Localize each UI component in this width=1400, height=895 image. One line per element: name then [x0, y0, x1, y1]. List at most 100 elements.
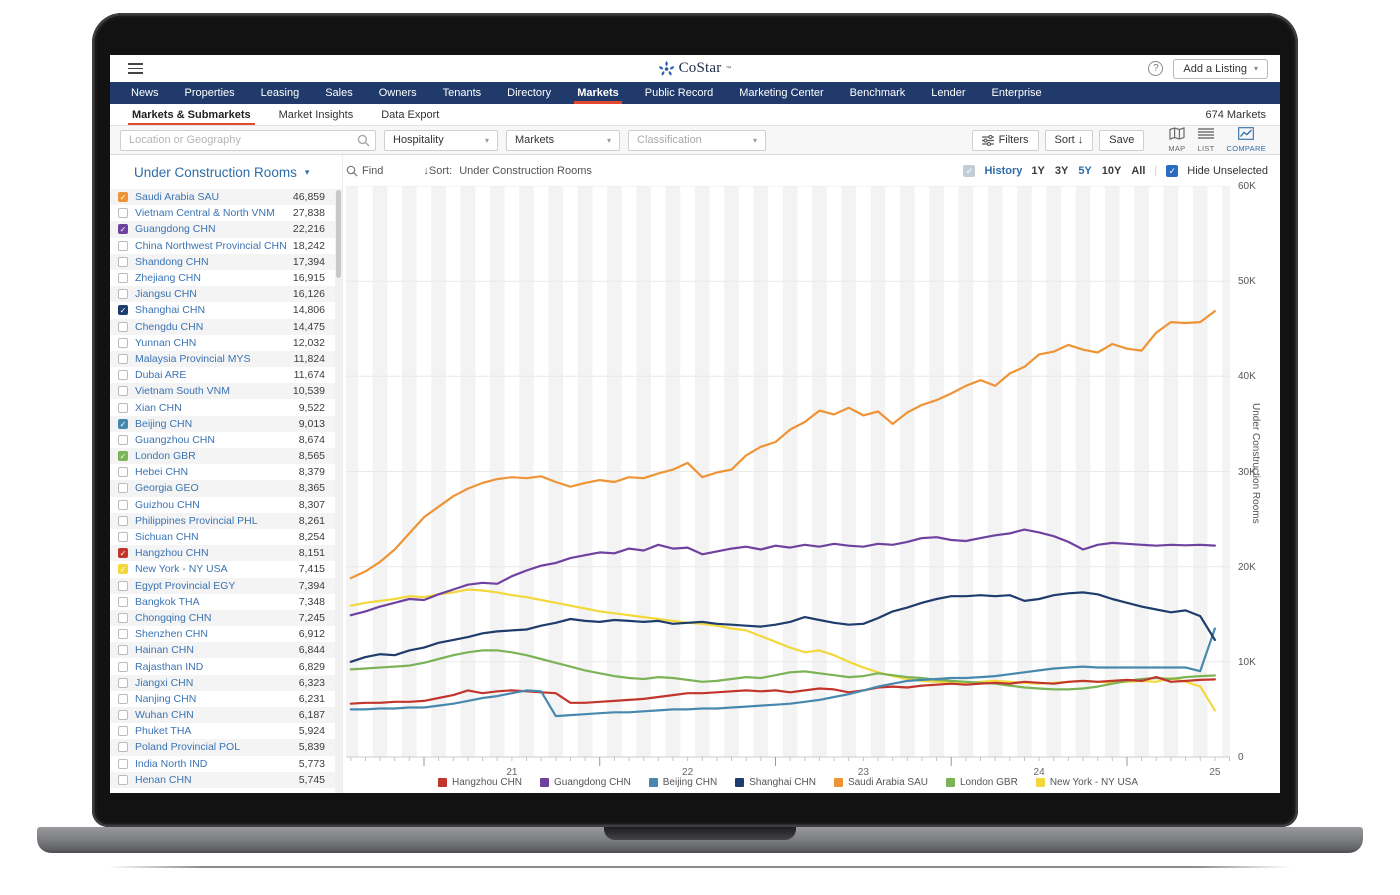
unchecked-checkbox[interactable]: [118, 386, 128, 397]
list-item[interactable]: ✓ London GBR 8,565: [110, 448, 335, 465]
nav-item-benchmark[interactable]: Benchmark: [849, 87, 906, 99]
nav-item-tenants[interactable]: Tenants: [442, 87, 482, 99]
tab-market-insights[interactable]: Market Insights: [278, 108, 354, 121]
list-item[interactable]: India North IND 5,773: [110, 756, 335, 772]
list-item[interactable]: ✓ Guangdong CHN 22,216: [110, 221, 335, 238]
legend-item[interactable]: Saudi Arabia SAU: [833, 777, 928, 788]
list-item[interactable]: Wuhan CHN 6,187: [110, 707, 335, 724]
nav-item-markets[interactable]: Markets: [564, 82, 632, 104]
nav-item-properties[interactable]: Properties: [184, 87, 235, 99]
list-item[interactable]: Zhejiang CHN 16,915: [110, 270, 335, 286]
nav-item-owners[interactable]: Owners: [378, 87, 417, 99]
unchecked-checkbox[interactable]: [118, 774, 128, 785]
range-button-5y[interactable]: 5Y: [1078, 164, 1092, 177]
unchecked-checkbox[interactable]: [118, 693, 128, 704]
legend-item[interactable]: Guangdong CHN: [540, 777, 631, 788]
classification-dropdown[interactable]: Classification ▾: [628, 129, 766, 151]
unchecked-checkbox[interactable]: [118, 726, 128, 737]
tab-data-export[interactable]: Data Export: [381, 108, 440, 121]
list-item[interactable]: Poland Provincial POL 5,839: [110, 739, 335, 756]
unchecked-checkbox[interactable]: [118, 742, 128, 753]
unchecked-checkbox[interactable]: [118, 402, 128, 413]
list-item[interactable]: Nanjing CHN 6,231: [110, 691, 335, 707]
unchecked-checkbox[interactable]: [118, 758, 128, 769]
hospitality-dropdown[interactable]: Hospitality ▾: [384, 129, 498, 151]
save-button[interactable]: Save: [1099, 129, 1145, 151]
nav-item-marketing-center[interactable]: Marketing Center: [739, 87, 824, 99]
list-item[interactable]: Bangkok THA 7,348: [110, 594, 335, 610]
nav-item-lender[interactable]: Lender: [931, 87, 966, 99]
unchecked-checkbox[interactable]: [118, 515, 128, 526]
unchecked-checkbox[interactable]: [118, 434, 128, 445]
checked-checkbox[interactable]: ✓: [118, 224, 128, 235]
list-item[interactable]: Chengdu CHN 14,475: [110, 318, 335, 335]
help-icon[interactable]: ?: [1148, 61, 1164, 76]
sort-button[interactable]: Sort ↓: [1044, 129, 1094, 151]
nav-item-enterprise[interactable]: Enterprise: [991, 87, 1042, 99]
list-item[interactable]: Georgia GEO 8,365: [110, 480, 335, 497]
list-item[interactable]: Vietnam South VNM 10,539: [110, 383, 335, 400]
checked-checkbox[interactable]: ✓: [118, 451, 128, 462]
list-item[interactable]: ✓ Saudi Arabia SAU 46,859: [110, 189, 335, 206]
nav-item-news[interactable]: News: [131, 87, 159, 99]
unchecked-checkbox[interactable]: [118, 240, 128, 251]
list-item[interactable]: Hainan CHN 6,844: [110, 642, 335, 659]
metric-selector[interactable]: Under Construction Rooms ▾: [110, 155, 342, 189]
list-item[interactable]: Hebei CHN 8,379: [110, 464, 335, 480]
checked-checkbox[interactable]: ✓: [118, 418, 128, 429]
list-scrollbar-thumb[interactable]: [336, 190, 341, 278]
legend-item[interactable]: Hangzhou CHN: [437, 777, 522, 788]
checked-checkbox[interactable]: ✓: [118, 564, 128, 575]
unchecked-checkbox[interactable]: [118, 370, 128, 381]
list-item[interactable]: Guangzhou CHN 8,674: [110, 432, 335, 448]
nav-item-leasing[interactable]: Leasing: [260, 87, 300, 99]
list-item[interactable]: Shandong CHN 17,394: [110, 253, 335, 270]
list-item[interactable]: Sichuan CHN 8,254: [110, 529, 335, 545]
list-item[interactable]: Guizhou CHN 8,307: [110, 497, 335, 513]
list-item[interactable]: Rajasthan IND 6,829: [110, 658, 335, 674]
menu-icon[interactable]: [128, 63, 143, 74]
chart-sort-control[interactable]: ↓Sort: Under Construction Rooms: [423, 165, 591, 177]
find-control[interactable]: Find: [346, 165, 383, 177]
markets-dropdown[interactable]: Markets ▾: [506, 129, 620, 151]
filters-button[interactable]: Filters: [971, 129, 1039, 151]
list-item[interactable]: ✓ Hangzhou CHN 8,151: [110, 545, 335, 562]
costar-logo[interactable]: CoStar ™: [658, 55, 731, 82]
unchecked-checkbox[interactable]: [118, 467, 128, 478]
unchecked-checkbox[interactable]: [118, 661, 128, 672]
list-item[interactable]: Xian CHN 9,522: [110, 399, 335, 415]
list-item[interactable]: Malaysia Provincial MYS 11,824: [110, 350, 335, 368]
compare-view-button[interactable]: COMPARE: [1227, 127, 1266, 153]
range-button-3y[interactable]: 3Y: [1054, 164, 1069, 177]
legend-item[interactable]: Beijing CHN: [648, 777, 717, 788]
list-item[interactable]: Jiangxi CHN 6,323: [110, 674, 335, 691]
legend-item[interactable]: New York - NY USA: [1035, 777, 1138, 788]
range-button-all[interactable]: All: [1131, 164, 1146, 177]
list-item[interactable]: Henan CHN 5,745: [110, 771, 335, 788]
list-item[interactable]: ✓ Beijing CHN 9,013: [110, 415, 335, 432]
list-item[interactable]: ✓ New York - NY USA 7,415: [110, 561, 335, 577]
unchecked-checkbox[interactable]: [118, 629, 128, 640]
unchecked-checkbox[interactable]: [118, 710, 128, 721]
list-item[interactable]: ✓ Shanghai CHN 14,806: [110, 302, 335, 318]
checked-checkbox[interactable]: ✓: [118, 192, 128, 203]
legend-item[interactable]: London GBR: [946, 777, 1018, 788]
unchecked-checkbox[interactable]: [118, 483, 128, 494]
unchecked-checkbox[interactable]: [118, 289, 128, 300]
list-item[interactable]: China Northwest Provincial CHN 18,242: [110, 238, 335, 254]
list-item[interactable]: Shenzhen CHN 6,912: [110, 626, 335, 642]
list-item[interactable]: Jiangsu CHN 16,126: [110, 286, 335, 303]
nav-item-directory[interactable]: Directory: [507, 87, 552, 99]
list-item[interactable]: Philippines Provincial PHL 8,261: [110, 512, 335, 529]
nav-item-public-record[interactable]: Public Record: [644, 87, 714, 99]
list-item[interactable]: Yunnan CHN 12,032: [110, 335, 335, 351]
unchecked-checkbox[interactable]: [118, 273, 128, 284]
unchecked-checkbox[interactable]: [118, 337, 128, 348]
range-button-1y[interactable]: 1Y: [1031, 164, 1045, 177]
hide-unselected-checkbox[interactable]: ✓: [1166, 164, 1179, 177]
unchecked-checkbox[interactable]: [118, 256, 128, 267]
list-item[interactable]: Vietnam Central & North VNM 27,838: [110, 205, 335, 221]
unchecked-checkbox[interactable]: [118, 321, 128, 332]
unchecked-checkbox[interactable]: [118, 645, 128, 656]
unchecked-checkbox[interactable]: [118, 353, 128, 364]
